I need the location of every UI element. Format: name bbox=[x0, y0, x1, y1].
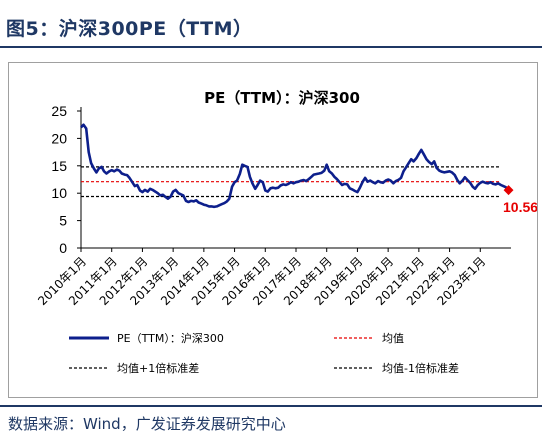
end-value-label: 10.56 bbox=[503, 199, 537, 215]
y-tick-label: 0 bbox=[59, 240, 67, 256]
legend-label: PE（TTM）：沪深300 bbox=[117, 331, 224, 345]
y-tick-label: 5 bbox=[59, 213, 67, 229]
legend-label: 均值+1倍标准差 bbox=[117, 361, 199, 375]
legend-label: 均值-1倍标准差 bbox=[382, 361, 459, 375]
figure-title: 图5：沪深300PE（TTM） bbox=[6, 18, 253, 40]
legend-label: 均值 bbox=[382, 332, 404, 345]
pe-chart: PE（TTM）：沪深30005101520252010年1月2011年1月201… bbox=[35, 89, 537, 375]
y-tick-label: 15 bbox=[51, 158, 67, 174]
top-rule bbox=[0, 46, 542, 48]
bottom-rule bbox=[0, 405, 542, 407]
chart-frame: PE（TTM）：沪深300 0 5 10 15 20 25 2010年1月 2011年1月 201… bbox=[8, 62, 538, 398]
y-tick-label: 10 bbox=[51, 185, 67, 201]
chart-title: PE（TTM）：沪深300 bbox=[204, 89, 360, 107]
source-note: 数据来源：Wind，广发证券发展研究中心 bbox=[8, 415, 286, 433]
pe-series-line bbox=[80, 123, 510, 209]
y-tick-label: 20 bbox=[51, 130, 67, 146]
y-tick-label: 25 bbox=[51, 103, 67, 119]
